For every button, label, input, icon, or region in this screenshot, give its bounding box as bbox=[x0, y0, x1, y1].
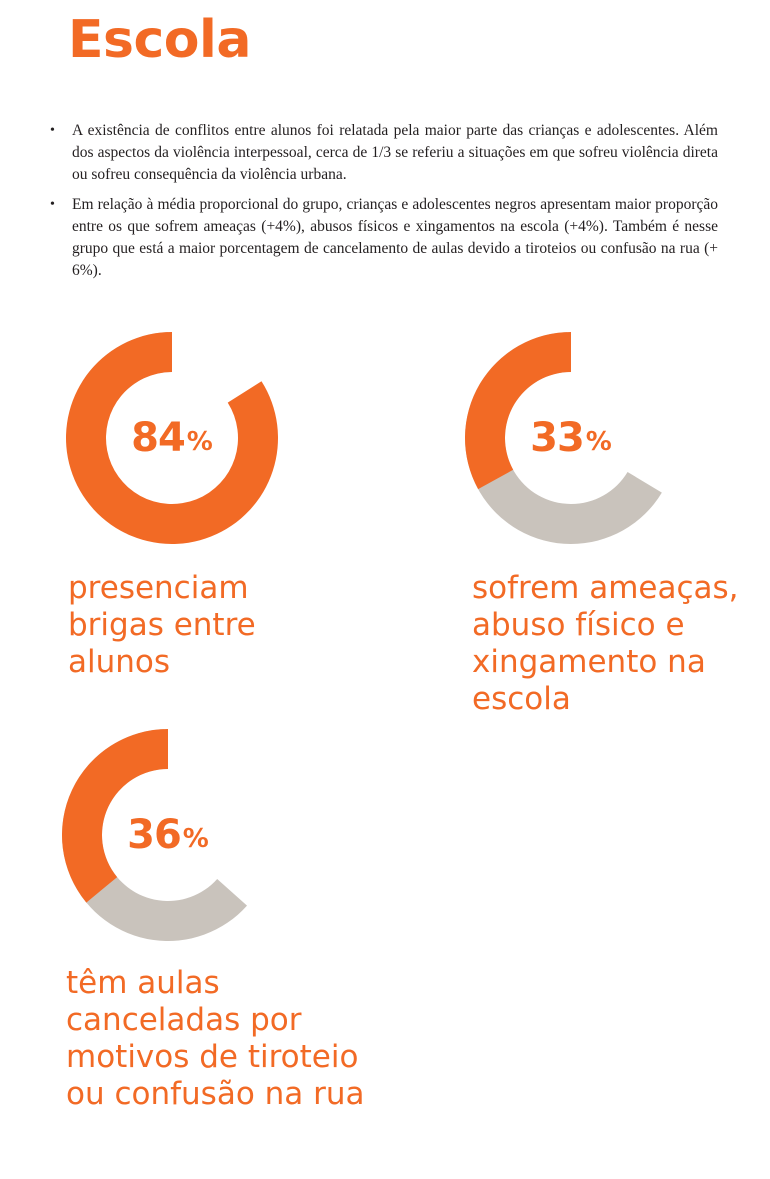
donut-chart-ameacas: 33% bbox=[465, 332, 677, 544]
donut-caption: sofrem ameaças, abuso físico e xingament… bbox=[472, 570, 739, 717]
donut-value-segment bbox=[66, 332, 278, 544]
donut-caption: têm aulas canceladas por motivos de tiro… bbox=[66, 965, 365, 1112]
donut-chart-brigas: 84% bbox=[66, 332, 278, 544]
page-title: Escola bbox=[68, 10, 251, 70]
bullet-item: • Em relação à média proporcional do gru… bbox=[48, 194, 718, 282]
donut-caption: presenciam brigas entre alunos bbox=[68, 570, 256, 680]
donut-svg bbox=[465, 332, 662, 544]
donut-value-segment bbox=[465, 332, 571, 490]
bullet-dot: • bbox=[50, 197, 55, 212]
bullet-dot: • bbox=[50, 123, 55, 138]
donut-chart-aulas: 36% bbox=[62, 729, 274, 941]
bullet-item: • A existência de conflitos entre alunos… bbox=[48, 120, 718, 186]
bullet-text: A existência de conflitos entre alunos f… bbox=[72, 122, 718, 183]
bullet-text: Em relação à média proporcional do grupo… bbox=[72, 196, 718, 279]
bullet-list: • A existência de conflitos entre alunos… bbox=[48, 120, 718, 290]
donut-value-segment bbox=[62, 729, 168, 903]
donut-svg bbox=[66, 332, 278, 544]
donut-svg bbox=[62, 729, 248, 941]
